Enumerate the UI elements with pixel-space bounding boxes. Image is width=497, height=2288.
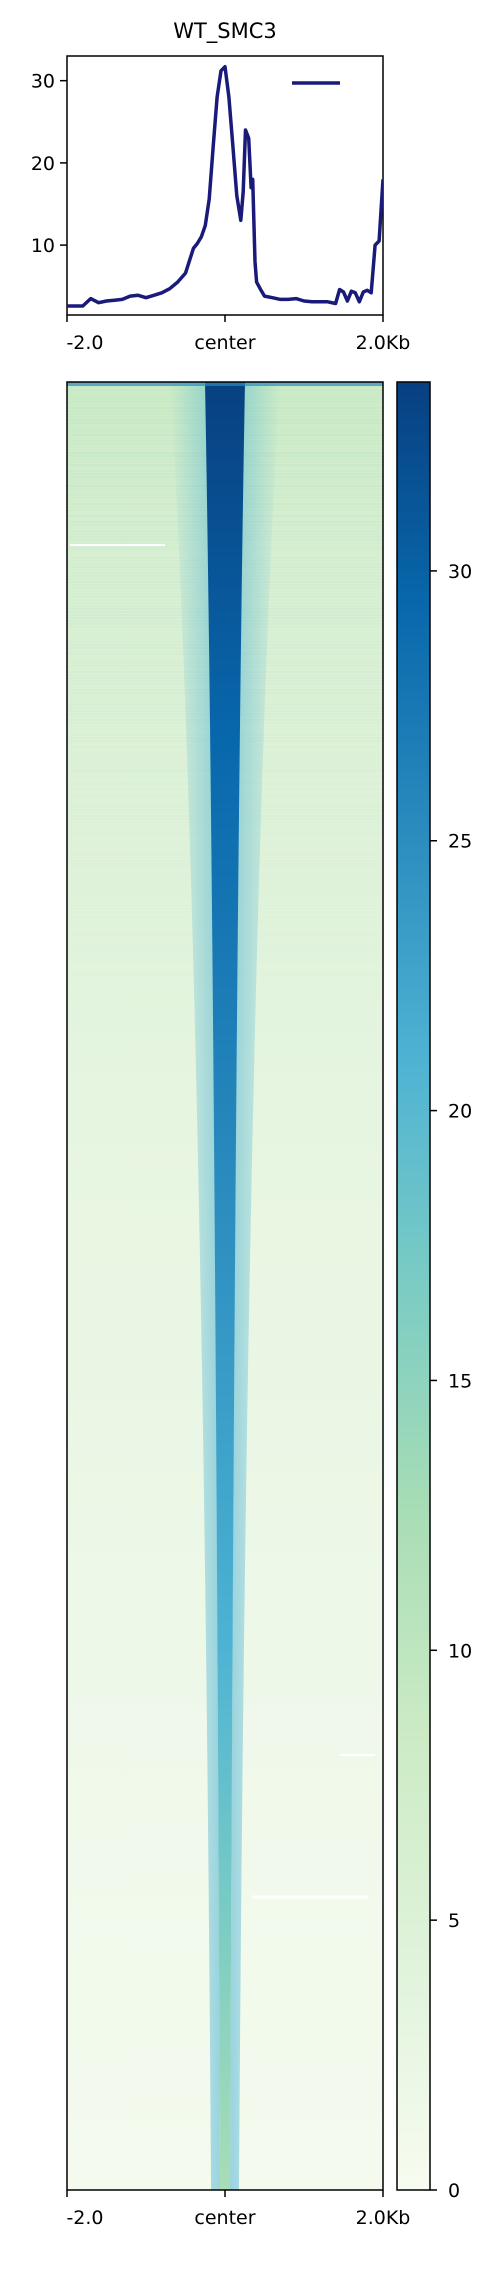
heatmap-top-strip [67, 382, 383, 386]
profile-y-tick-label: 10 [31, 235, 55, 257]
profile-plot: WT_SMC3 10 20 30 -2.0 center 2.0Kb [31, 19, 411, 354]
profile-x-tick-label: 2.0Kb [356, 332, 411, 354]
profile-x-tick-label: center [194, 332, 255, 354]
heatmap-enrichment-flank-left [170, 382, 220, 2190]
heatmap-plot: -2.0 center 2.0Kb [66, 381, 410, 2229]
heatmap-enrichment-core [205, 382, 245, 2190]
profile-x-tick-label: -2.0 [66, 332, 103, 354]
heatmap-enrichment-flank-right [230, 382, 280, 2190]
profile-y-ticks: 10 20 30 [31, 71, 67, 257]
heatmap-x-tick-label: 2.0Kb [356, 2207, 411, 2229]
profile-x-ticks: -2.0 center 2.0Kb [66, 315, 410, 354]
colorbar-tick-label: 30 [448, 561, 472, 583]
heatmap-x-tick-label: center [194, 2207, 255, 2229]
profile-axes-frame [66, 55, 384, 316]
colorbar-ticks: 0 5 10 15 20 25 30 [430, 561, 472, 2202]
profile-series-line [67, 64, 383, 308]
colorbar-tick-label: 5 [448, 1910, 460, 1932]
heatmap-x-ticks: -2.0 center 2.0Kb [66, 2190, 410, 2229]
colorbar-tick-label: 10 [448, 1640, 472, 1662]
colorbar-tick-label: 20 [448, 1101, 472, 1123]
colorbar: 0 5 10 15 20 25 30 [396, 381, 472, 2202]
profile-title: WT_SMC3 [173, 19, 277, 44]
colorbar-tick-label: 15 [448, 1370, 472, 1392]
colorbar-gradient [396, 381, 431, 2191]
profile-y-tick-label: 30 [31, 71, 55, 93]
heatmap-x-tick-label: -2.0 [66, 2207, 103, 2229]
profile-y-tick-label: 20 [31, 153, 55, 175]
colorbar-tick-label: 25 [448, 831, 472, 853]
colorbar-tick-label: 0 [448, 2180, 460, 2202]
